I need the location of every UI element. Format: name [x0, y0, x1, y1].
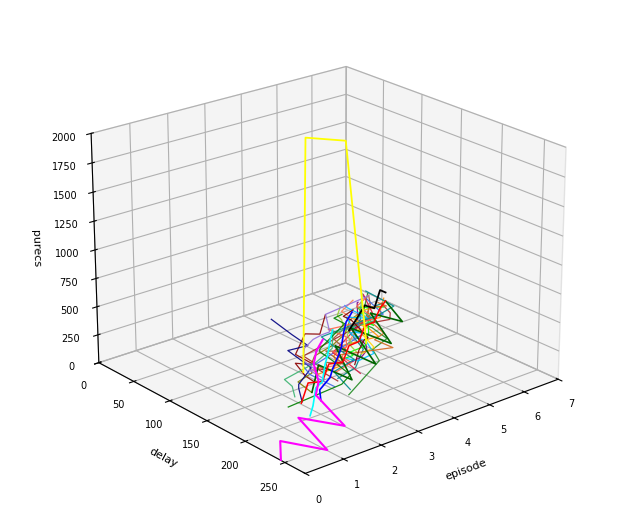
Y-axis label: delay: delay	[147, 446, 179, 469]
X-axis label: episode: episode	[444, 457, 488, 481]
